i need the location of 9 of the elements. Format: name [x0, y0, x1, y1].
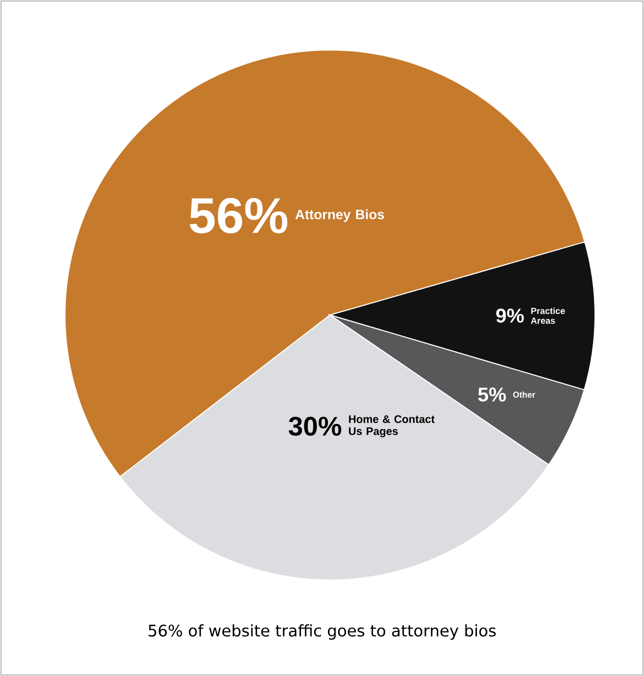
- slice-label: Practice Areas: [530, 308, 565, 324]
- data-label: 56%: [190, 198, 288, 234]
- data-label: 9%: [496, 308, 524, 323]
- data-label: 5%: [478, 388, 506, 402]
- slice-label: Other: [513, 391, 536, 398]
- text: 56% of website traffic goes to attorney bios: [148, 624, 496, 640]
- slice-label: Attorney Bios: [295, 209, 384, 222]
- data-label: 30%: [288, 416, 342, 436]
- slice-label: Home & Contact Us Pages: [348, 415, 435, 438]
